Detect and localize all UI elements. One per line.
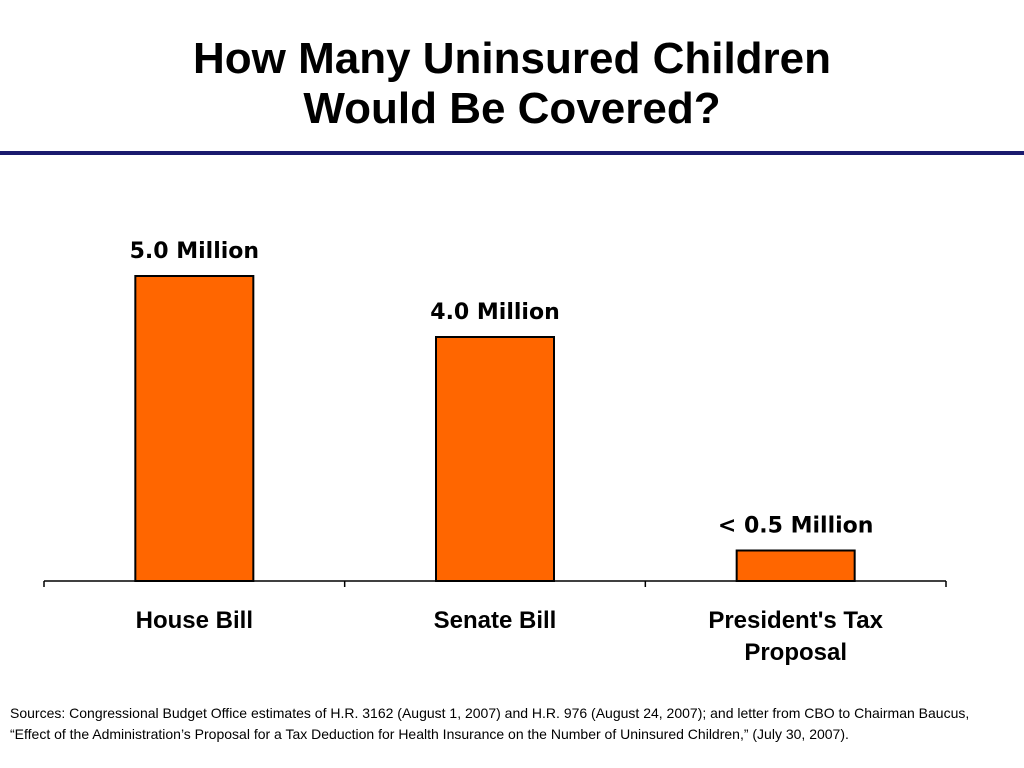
data-label: 4.0 Million (430, 300, 559, 325)
category-label: President's Tax Proposal (708, 607, 883, 666)
slide-title: How Many Uninsured Children Would Be Cov… (0, 34, 1024, 134)
category-label: Senate Bill (434, 607, 557, 634)
slide-title-line-1: How Many Uninsured Children (192, 34, 832, 83)
title-divider (0, 151, 1024, 155)
bar (735, 549, 856, 582)
data-label: < 0.5 Million (718, 514, 874, 539)
data-label: 5.0 Million (130, 239, 259, 264)
slide-title-line-2: Would Be Covered? (303, 84, 721, 133)
bar (134, 275, 255, 582)
sources-note: Sources: Congressional Budget Office est… (10, 705, 970, 742)
bar (435, 336, 555, 582)
category-label: House Bill (136, 607, 253, 634)
